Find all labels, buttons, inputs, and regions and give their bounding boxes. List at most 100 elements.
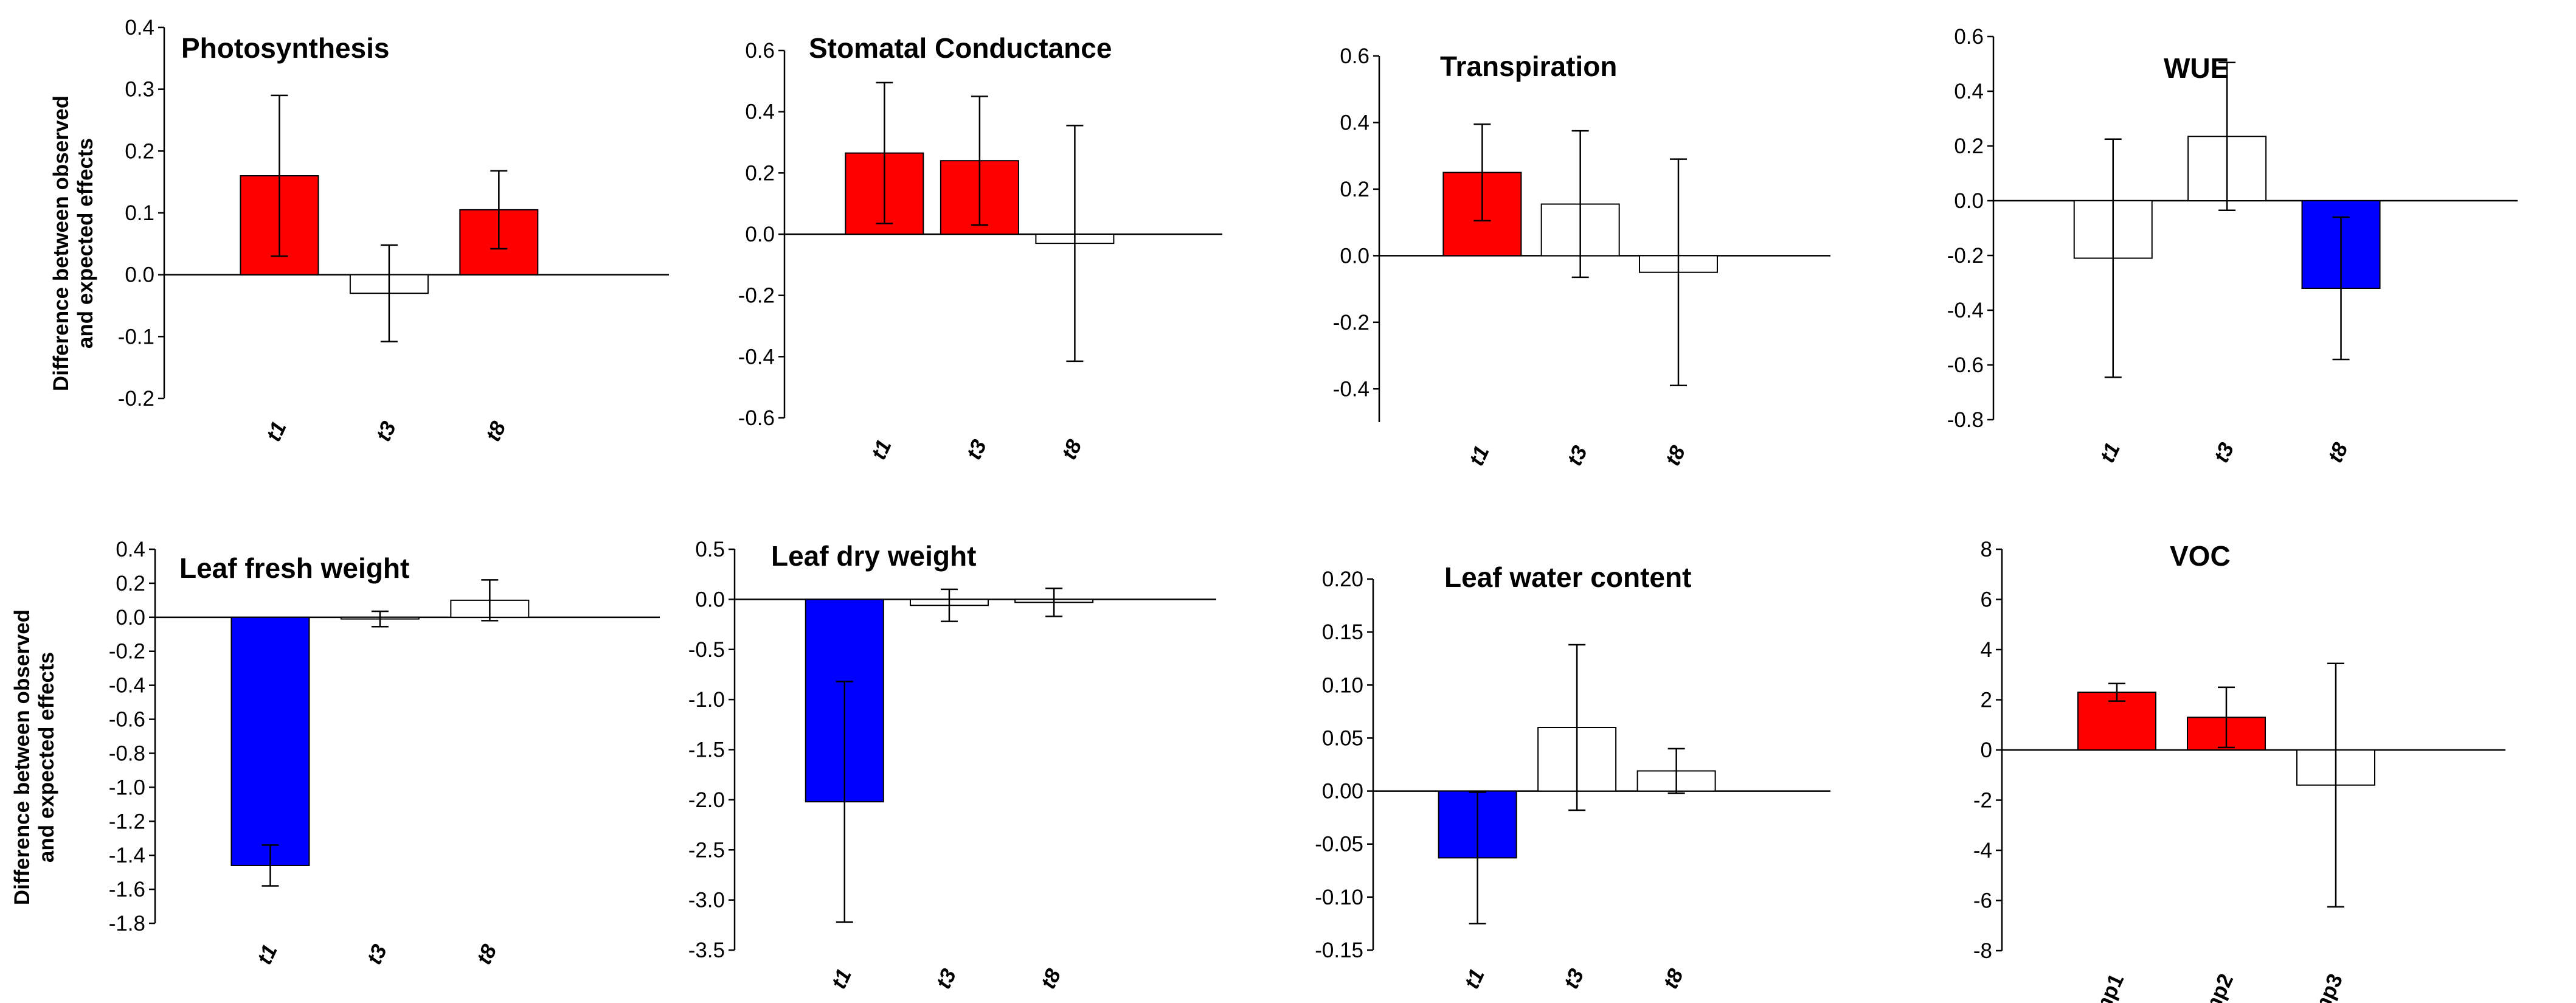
- ylabel-row1: Difference between observed and expected…: [49, 95, 97, 391]
- category-label: t3: [2209, 439, 2239, 466]
- y-tick-label: 0.0: [116, 606, 145, 630]
- y-tick-label: -1.4: [109, 844, 145, 867]
- panel-stomatal-conductance: Stomatal Conductance -0.6 -0.4 -0.2 0.0 0.2 0.…: [738, 32, 1222, 463]
- y-tick-label: 0: [1981, 738, 1992, 762]
- category-label: Comp2: [2186, 970, 2238, 1003]
- panel-title: VOC: [2170, 540, 2231, 572]
- y-tick-label: 0.00: [1322, 780, 1363, 803]
- category-label: t3: [362, 940, 392, 968]
- y-tick-label: 0.6: [745, 39, 775, 63]
- y-tick-label: -1.2: [109, 810, 145, 833]
- bar-comp1: [2077, 692, 2156, 751]
- y-tick-label: -0.2: [738, 284, 775, 308]
- category-label: t1: [261, 418, 291, 445]
- y-tick-label: -1.0: [688, 688, 725, 712]
- y-tick-label: 0.2: [116, 572, 145, 595]
- y-tick-label: -0.6: [738, 406, 775, 430]
- y-tick-label: -0.2: [1947, 244, 1984, 268]
- category-label: t8: [2323, 439, 2353, 466]
- y-tick-label: -0.15: [1315, 939, 1363, 962]
- panel-voc: VOC -8 -6 -4 -2 0 2 4 6 8 Comp1 Comp2 Comp3: [1973, 538, 2505, 1003]
- y-tick-label: 0.0: [1954, 189, 1984, 213]
- y-tick-label: 2: [1981, 689, 1992, 712]
- panel-title: Leaf dry weight: [771, 540, 976, 572]
- y-tick-label: -1.8: [109, 912, 145, 935]
- panel-title: Photosynthesis: [181, 32, 390, 64]
- ylabel-row1-line1: Difference between observed: [49, 95, 73, 391]
- category-label: t1: [827, 965, 857, 993]
- y-tick-label: 0.6: [1954, 25, 1984, 49]
- chart-panels: Photosynthesis -0.2 -0.1 0.0 0.1 0.2 0.3 0.4 t1 t…: [109, 16, 2518, 1003]
- y-tick-label: 0.0: [1340, 244, 1369, 268]
- category-label: t8: [481, 417, 511, 445]
- y-tick-label: 8: [1981, 538, 1992, 561]
- y-tick-label: -0.1: [118, 325, 154, 349]
- ylabel-row2-line2: and expected effects: [35, 652, 58, 862]
- category-label: t1: [1459, 965, 1489, 993]
- panel-title: Stomatal Conductance: [809, 32, 1112, 64]
- y-tick-label: -0.10: [1315, 886, 1363, 909]
- category-label: t3: [962, 436, 992, 463]
- y-tick-label: -3.0: [688, 889, 725, 912]
- y-tick-label: -0.4: [1333, 377, 1369, 401]
- y-tick-label: 0.2: [1954, 134, 1984, 158]
- ylabel-row2-line1: Difference between observed: [10, 609, 34, 905]
- y-tick-label: -2: [1973, 789, 1992, 813]
- y-tick-label: 0.2: [1340, 178, 1369, 201]
- y-tick-label: -0.05: [1315, 833, 1363, 856]
- category-label: Comp3: [2296, 970, 2347, 1003]
- panel-wue: WUE -0.8 -0.6 -0.4 -0.2 0.0 0.2 0.4 0.6 t1 t3 t8: [1947, 25, 2518, 467]
- y-tick-label: 0.1: [125, 201, 154, 225]
- category-label: t1: [867, 436, 896, 463]
- y-tick-label: -0.2: [118, 387, 154, 411]
- category-label: t8: [472, 940, 502, 968]
- y-tick-label: 0.0: [695, 588, 725, 611]
- y-tick-label: -0.8: [1947, 408, 1984, 432]
- panel-title: Leaf water content: [1444, 561, 1691, 593]
- y-tick-label: -4: [1973, 839, 1992, 862]
- y-tick-label: -2.0: [688, 788, 725, 812]
- category-label: t3: [1559, 965, 1589, 992]
- panel-leaf-water-content: Leaf water content -0.15 -0.10 -0.05 0.00 0.0…: [1315, 561, 1830, 993]
- category-label: t1: [1464, 442, 1494, 470]
- category-label: t8: [1658, 965, 1688, 992]
- panel-leaf-fresh-weight: Leaf fresh weight -1.8 -1.6 -1.4 -1.2 -1.0 -0.…: [109, 538, 660, 968]
- y-tick-label: 0.4: [125, 16, 154, 40]
- y-tick-label: -0.6: [1947, 353, 1984, 377]
- category-label: t1: [2096, 439, 2125, 467]
- y-tick-label: 0.2: [125, 139, 154, 163]
- y-tick-label: -0.4: [1947, 299, 1984, 322]
- panel-title: Leaf fresh weight: [179, 552, 409, 584]
- bar-t1: [230, 616, 310, 866]
- y-tick-label: -0.2: [109, 640, 145, 664]
- panel-title: WUE: [2164, 52, 2229, 84]
- panel-photosynthesis: Photosynthesis -0.2 -0.1 0.0 0.1 0.2 0.3 0.4 t1 t…: [118, 16, 669, 445]
- category-label: t8: [1661, 442, 1691, 469]
- y-tick-label: 0.3: [125, 78, 154, 102]
- y-tick-label: 0.6: [1340, 44, 1369, 68]
- y-tick-label: -1.6: [109, 878, 145, 901]
- category-label: t3: [1562, 442, 1592, 469]
- y-tick-label: 0.2: [745, 161, 775, 185]
- y-tick-label: 0.15: [1322, 620, 1363, 644]
- panel-leaf-dry-weight: Leaf dry weight -3.5 -3.0 -2.5 -2.0 -1.5 -1.0 -…: [688, 538, 1216, 993]
- y-tick-label: 0.10: [1322, 673, 1363, 697]
- ylabel-row1-line2: and expected effects: [74, 138, 97, 349]
- y-tick-label: 0.0: [745, 223, 775, 246]
- y-tick-label: -8: [1973, 939, 1992, 963]
- y-tick-label: 0.4: [1954, 80, 1984, 103]
- y-tick-label: 0.4: [1340, 111, 1369, 134]
- y-tick-label: -6: [1973, 889, 1992, 913]
- y-tick-label: 0.0: [125, 263, 154, 287]
- y-tick-label: -0.6: [109, 708, 145, 732]
- y-tick-label: -1.5: [688, 738, 725, 762]
- panel-title: Transpiration: [1440, 50, 1617, 82]
- category-label: t3: [372, 417, 401, 445]
- y-tick-label: 6: [1981, 588, 1992, 612]
- category-label: t8: [1057, 436, 1087, 463]
- y-tick-label: 0.4: [116, 538, 145, 561]
- y-tick-label: -0.2: [1333, 311, 1369, 335]
- y-tick-label: -0.5: [688, 638, 725, 662]
- ylabel-row2: Difference between observed and expected…: [10, 609, 58, 905]
